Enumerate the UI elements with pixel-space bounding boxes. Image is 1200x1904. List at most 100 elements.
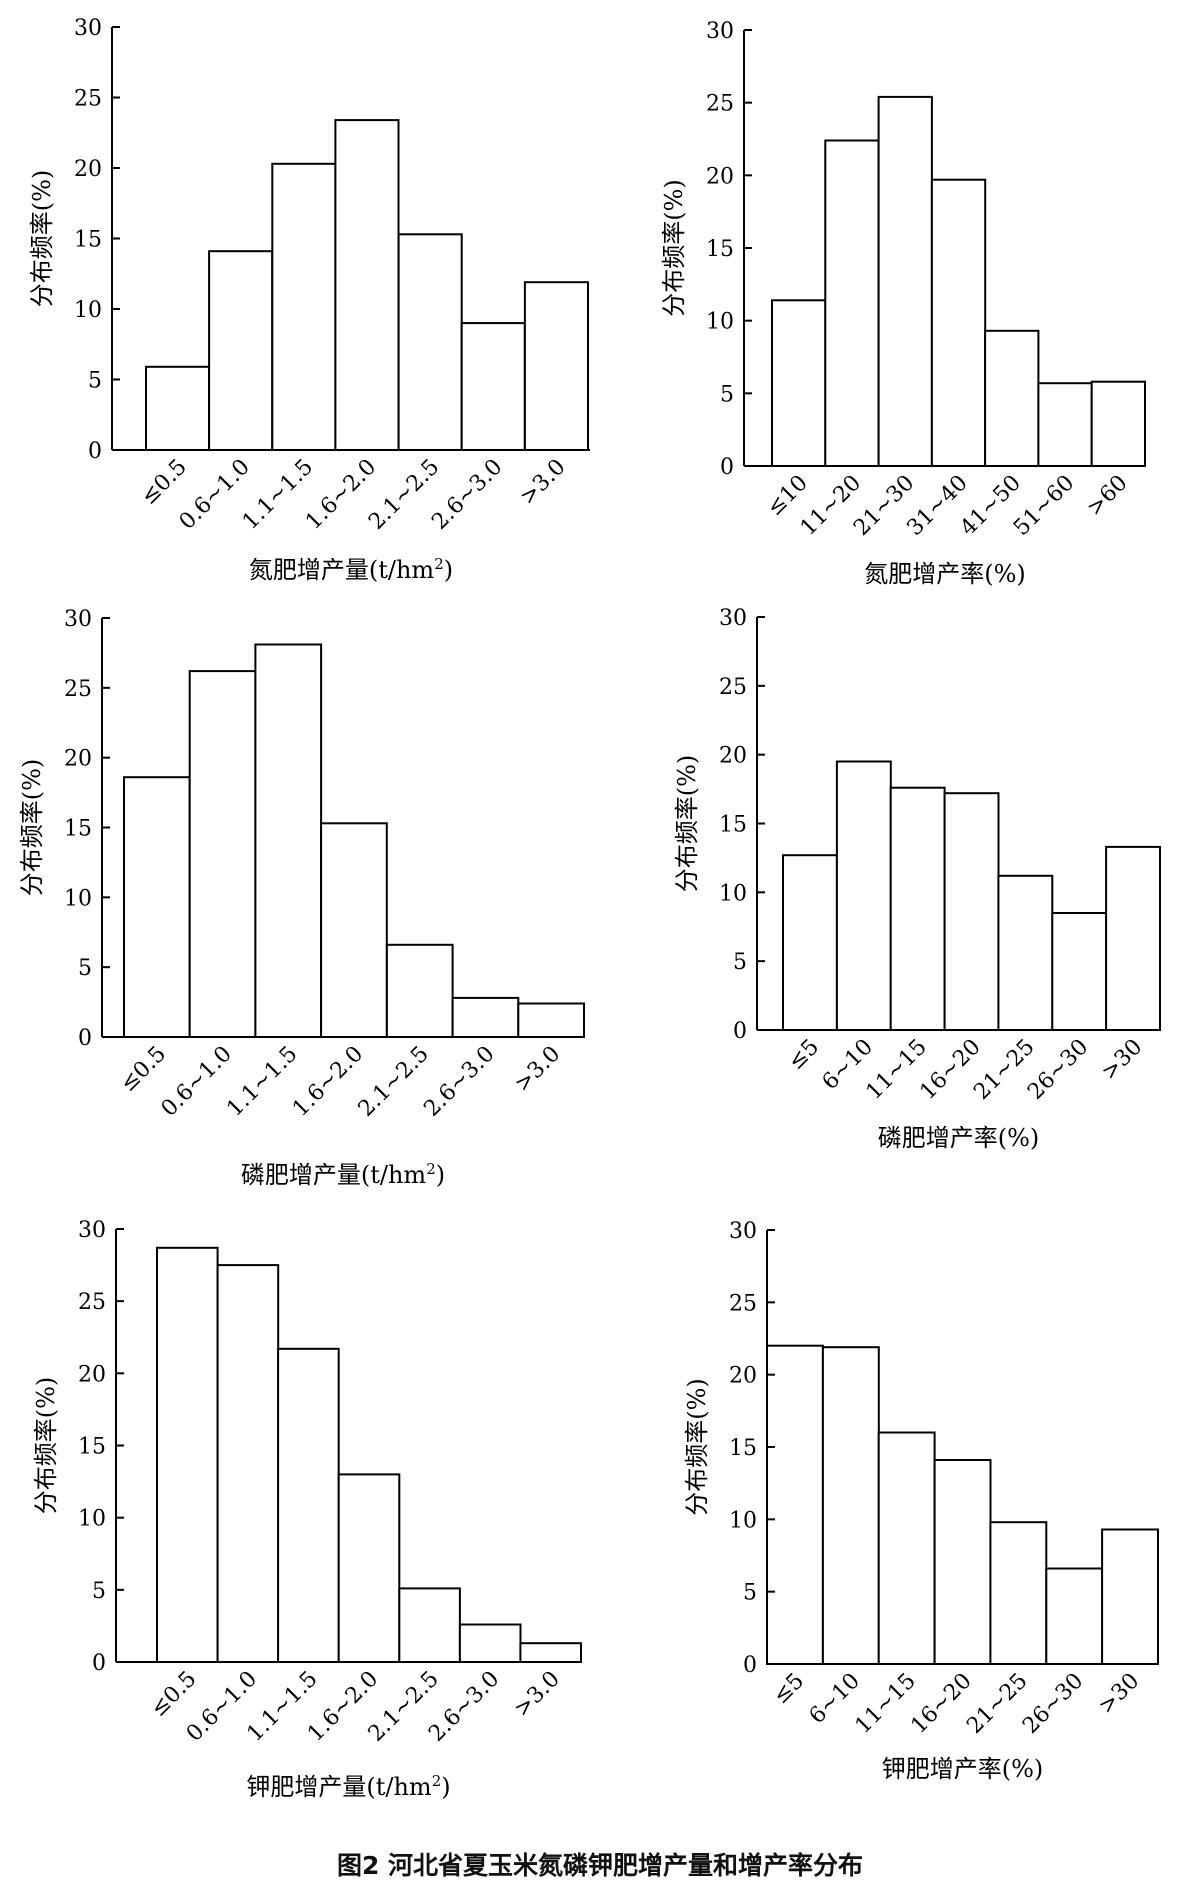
bar <box>208 250 274 451</box>
bar <box>933 1459 992 1665</box>
bar <box>385 943 454 1038</box>
bar <box>334 119 400 451</box>
y-axis-title: 分布频率(%) <box>18 759 46 897</box>
y-axis-title: 分布频率(%) <box>660 179 688 317</box>
bar <box>188 670 257 1038</box>
y-tick-label: 0 <box>720 455 734 480</box>
bar <box>1101 1528 1159 1665</box>
y-tick-label: 25 <box>78 1290 106 1315</box>
y-tick-label: 10 <box>729 1508 757 1533</box>
x-axis-title: 磷肥增产量(t/hm2) <box>241 1160 445 1189</box>
y-tick-label: 30 <box>719 606 747 631</box>
y-tick-label: 15 <box>74 228 102 253</box>
y-tick-label: 15 <box>64 817 92 842</box>
x-tick-label: 21~25 <box>962 1669 1032 1739</box>
y-tick-label: 20 <box>64 747 92 772</box>
y-tick-label: 20 <box>719 744 747 769</box>
bar <box>835 760 892 1031</box>
x-axis-title-superscript: 2 <box>426 1160 436 1178</box>
x-tick-label: ≤0.5 <box>116 1042 171 1097</box>
y-tick-label: 30 <box>729 1219 757 1244</box>
bar <box>397 233 463 451</box>
y-tick-label: 20 <box>78 1362 106 1387</box>
y-tick-label: 20 <box>74 157 102 182</box>
x-tick-label: 0.6~1.0 <box>157 1042 237 1122</box>
y-tick-label: 0 <box>78 1026 92 1051</box>
y-tick-label: 15 <box>729 1436 757 1461</box>
x-tick-label: >60 <box>1082 471 1133 522</box>
x-tick-label: 2.6~3.0 <box>419 1042 499 1122</box>
y-axis-title: 分布频率(%) <box>683 1378 711 1516</box>
y-tick-label: 5 <box>733 950 747 975</box>
y-tick-label: 0 <box>92 1651 106 1676</box>
y-tick-label: 10 <box>78 1507 106 1532</box>
y-tick-label: 0 <box>743 1653 757 1678</box>
x-tick-label: ≤0.5 <box>146 1667 201 1722</box>
y-tick-label: 5 <box>92 1579 106 1604</box>
figure-caption: 图2 河北省夏玉米氮磷钾肥增产量和增产率分布 <box>336 1851 864 1880</box>
bar <box>523 281 590 452</box>
y-tick-label: 25 <box>706 92 734 117</box>
x-tick-label: >30 <box>1094 1669 1145 1720</box>
bar <box>771 299 827 467</box>
y-tick-label: 20 <box>706 164 734 189</box>
bar <box>156 1246 219 1664</box>
y-tick-label: 25 <box>719 675 747 700</box>
bar <box>216 1264 280 1663</box>
bar <box>458 1623 522 1663</box>
bar <box>877 95 933 468</box>
bar <box>930 178 987 467</box>
y-tick-label: 25 <box>64 677 92 702</box>
bar <box>398 1587 461 1664</box>
chart-panel-2: 051015202530≤1011~2021~3031~4041~5051~60… <box>660 19 1146 588</box>
y-tick-label: 30 <box>64 607 92 632</box>
x-axis-title: 氮肥增产率(%) <box>864 560 1026 588</box>
bar <box>254 643 323 1038</box>
y-tick-label: 15 <box>706 237 734 262</box>
chart-panel-1: 051015202530≤0.50.6~1.01.1~1.51.6~2.02.1… <box>28 16 590 584</box>
bar <box>989 1521 1048 1665</box>
bar <box>320 822 388 1038</box>
x-tick-label: ≤0.5 <box>136 455 191 510</box>
bar <box>1105 845 1161 1032</box>
bar <box>517 1002 585 1038</box>
x-tick-label: >3.0 <box>509 1667 564 1722</box>
bar <box>451 996 520 1039</box>
bar <box>766 1344 824 1665</box>
x-axis-title-superscript: 2 <box>432 1772 442 1790</box>
bar <box>984 329 1040 467</box>
x-axis-title: 钾肥增产率(%) <box>882 1755 1044 1783</box>
bar <box>519 1642 583 1663</box>
x-tick-label: >3.0 <box>510 1042 565 1097</box>
bar <box>1051 912 1108 1031</box>
bar <box>337 1473 401 1664</box>
y-tick-label: 5 <box>743 1581 757 1606</box>
y-tick-label: 10 <box>64 886 92 911</box>
x-tick-label: ≤5 <box>769 1669 810 1710</box>
y-tick-label: 15 <box>719 813 747 838</box>
x-axis-title: 氮肥增产量(t/hm2) <box>249 555 453 584</box>
x-tick-label: 1.6~2.0 <box>288 1042 368 1122</box>
bar <box>824 139 880 467</box>
x-tick-label: 11~15 <box>851 1669 921 1739</box>
y-tick-label: 10 <box>74 298 102 323</box>
y-tick-label: 0 <box>733 1019 747 1044</box>
x-tick-label: 2.1~2.5 <box>354 1042 434 1122</box>
y-tick-label: 10 <box>719 881 747 906</box>
x-tick-label: 26~30 <box>1023 1035 1093 1105</box>
chart-panel-5: 051015202530≤0.50.6~1.01.1~1.51.6~2.02.1… <box>32 1218 583 1801</box>
chart-panel-3: 0 5 10 15 20 25 30 ≤0.50.6~1.01.1~1.51.6~2.02.1… <box>18 607 585 1189</box>
y-tick-label: 5 <box>720 382 734 407</box>
y-tick-label: 20 <box>729 1364 757 1389</box>
x-tick-label: 16~20 <box>906 1669 976 1739</box>
bar <box>1045 1567 1104 1665</box>
y-axis-title: 分布频率(%) <box>673 755 701 893</box>
bar <box>460 322 526 452</box>
bar <box>889 786 946 1032</box>
y-tick-label: 30 <box>74 16 102 41</box>
x-tick-label: 26~30 <box>1018 1669 1088 1739</box>
y-tick-label: 0 <box>88 439 102 464</box>
x-tick-label: 51~60 <box>1009 471 1079 541</box>
y-tick-label: 25 <box>729 1291 757 1316</box>
